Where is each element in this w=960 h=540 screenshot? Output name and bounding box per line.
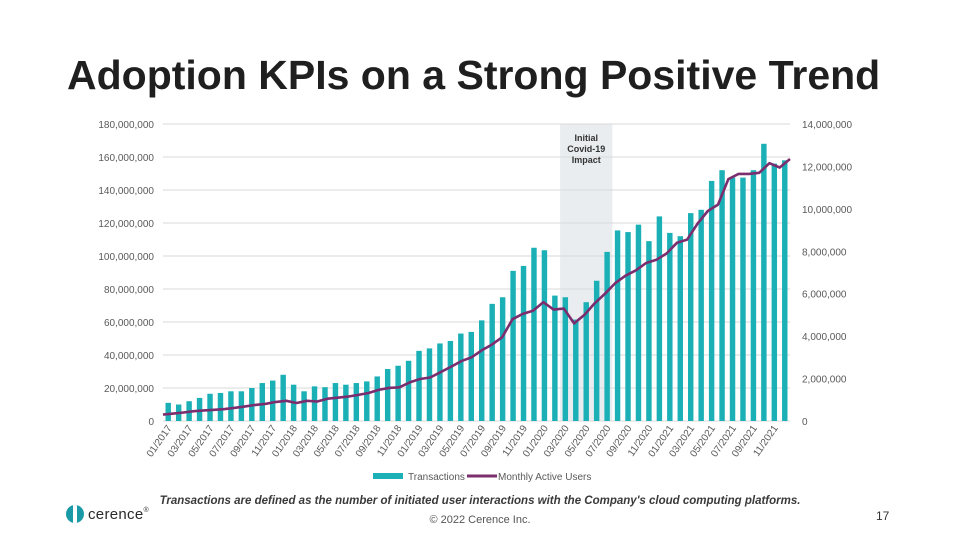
y-left-tick-label: 40,000,000: [104, 351, 154, 362]
logo-text: cerence: [88, 505, 144, 523]
y-left-tick-label: 100,000,000: [98, 252, 154, 263]
transactions-bar: [635, 224, 642, 421]
transactions-bar: [646, 241, 652, 421]
page-title: Adoption KPIs on a Strong Positive Trend: [67, 52, 881, 98]
y-right-tick-label: 4,000,000: [802, 332, 847, 343]
transactions-bar: [259, 383, 265, 421]
transactions-bar: [593, 280, 600, 421]
transactions-bar: [270, 380, 276, 421]
transactions-bar: [280, 374, 286, 421]
y-left-tick-label: 120,000,000: [98, 219, 154, 230]
copyright: © 2022 Cerence Inc.: [429, 514, 531, 526]
monthly-active-users-line: [162, 157, 791, 416]
transactions-bar: [510, 270, 516, 421]
y-right-tick-label: 0: [802, 417, 808, 428]
transactions-bar: [343, 384, 349, 421]
transactions-bar: [604, 251, 610, 421]
transactions-bar: [573, 319, 579, 421]
transactions-bar: [165, 402, 171, 421]
transactions-bar: [489, 303, 495, 421]
transactions-bar: [426, 348, 433, 421]
transactions-bar: [395, 365, 401, 421]
legend-label-transactions: Transactions: [408, 472, 465, 483]
transactions-bar: [562, 297, 569, 421]
transactions-bar: [698, 209, 704, 421]
transactions-bar: [552, 295, 558, 421]
transactions-bar: [332, 383, 339, 421]
y-right-tick-label: 14,000,000: [802, 120, 852, 131]
transactions-bar: [750, 170, 757, 421]
cerence-logo: cerence ®: [66, 505, 149, 523]
transactions-bar: [541, 250, 548, 421]
transactions-bar: [207, 393, 213, 421]
transactions-bar: [499, 297, 506, 421]
transactions-bar: [217, 392, 224, 421]
y-right-tick-label: 10,000,000: [802, 205, 852, 216]
cerence-logo-icon: [66, 505, 84, 523]
y-right-tick-label: 2,000,000: [802, 375, 847, 386]
transactions-bar: [719, 170, 725, 421]
transactions-bar: [771, 163, 778, 421]
y-left-tick-label: 160,000,000: [98, 153, 154, 164]
transactions-bar: [405, 360, 412, 421]
transactions-bar: [447, 340, 454, 421]
y-right-tick-label: 6,000,000: [802, 290, 847, 301]
transactions-bar: [416, 350, 422, 421]
annotation-text: Initial: [574, 133, 598, 143]
transactions-bar: [677, 236, 683, 421]
transactions-bar: [437, 343, 443, 421]
transactions-bar: [782, 160, 788, 422]
y-right-tick-label: 12,000,000: [802, 162, 852, 173]
transactions-bar: [384, 369, 391, 421]
transactions-bar: [761, 143, 767, 422]
transactions-bar: [531, 247, 537, 421]
transactions-bar: [729, 177, 736, 421]
legend-label-monthly-active-users: Monthly Active Users: [498, 472, 591, 483]
annotation-text: Covid-19: [567, 144, 605, 154]
y-left-tick-label: 140,000,000: [98, 186, 154, 197]
transactions-bar: [614, 230, 621, 421]
footnote: Transactions are defined as the number o…: [159, 495, 801, 507]
transactions-bar: [364, 381, 370, 421]
page-number: 17: [876, 509, 890, 523]
annotation-text: Impact: [572, 155, 601, 165]
transactions-bar: [322, 387, 328, 421]
transactions-bar: [458, 333, 464, 421]
transactions-bar: [311, 386, 318, 421]
y-right-tick-label: 8,000,000: [802, 247, 847, 258]
transactions-bar: [301, 391, 307, 421]
transactions-bar: [520, 265, 527, 421]
transactions-bar: [656, 216, 663, 421]
y-left-tick-label: 60,000,000: [104, 318, 154, 329]
y-left-tick-label: 80,000,000: [104, 285, 154, 296]
y-left-tick-label: 20,000,000: [104, 384, 154, 395]
transactions-bar: [479, 320, 485, 421]
y-left-tick-label: 0: [148, 417, 154, 428]
transactions-bar: [374, 376, 380, 421]
legend-swatch-transactions: [373, 473, 403, 479]
transactions-bar: [667, 232, 673, 421]
transactions-bar: [468, 331, 474, 421]
logo-trademark: ®: [143, 507, 149, 514]
transactions-bar: [740, 177, 746, 421]
transactions-bar: [353, 383, 360, 421]
transactions-bar: [228, 391, 234, 421]
transactions-bar: [625, 232, 631, 421]
transactions-bar: [583, 302, 589, 421]
y-left-tick-label: 180,000,000: [98, 120, 154, 131]
transactions-bar: [688, 213, 694, 421]
transactions-bar: [708, 180, 715, 421]
